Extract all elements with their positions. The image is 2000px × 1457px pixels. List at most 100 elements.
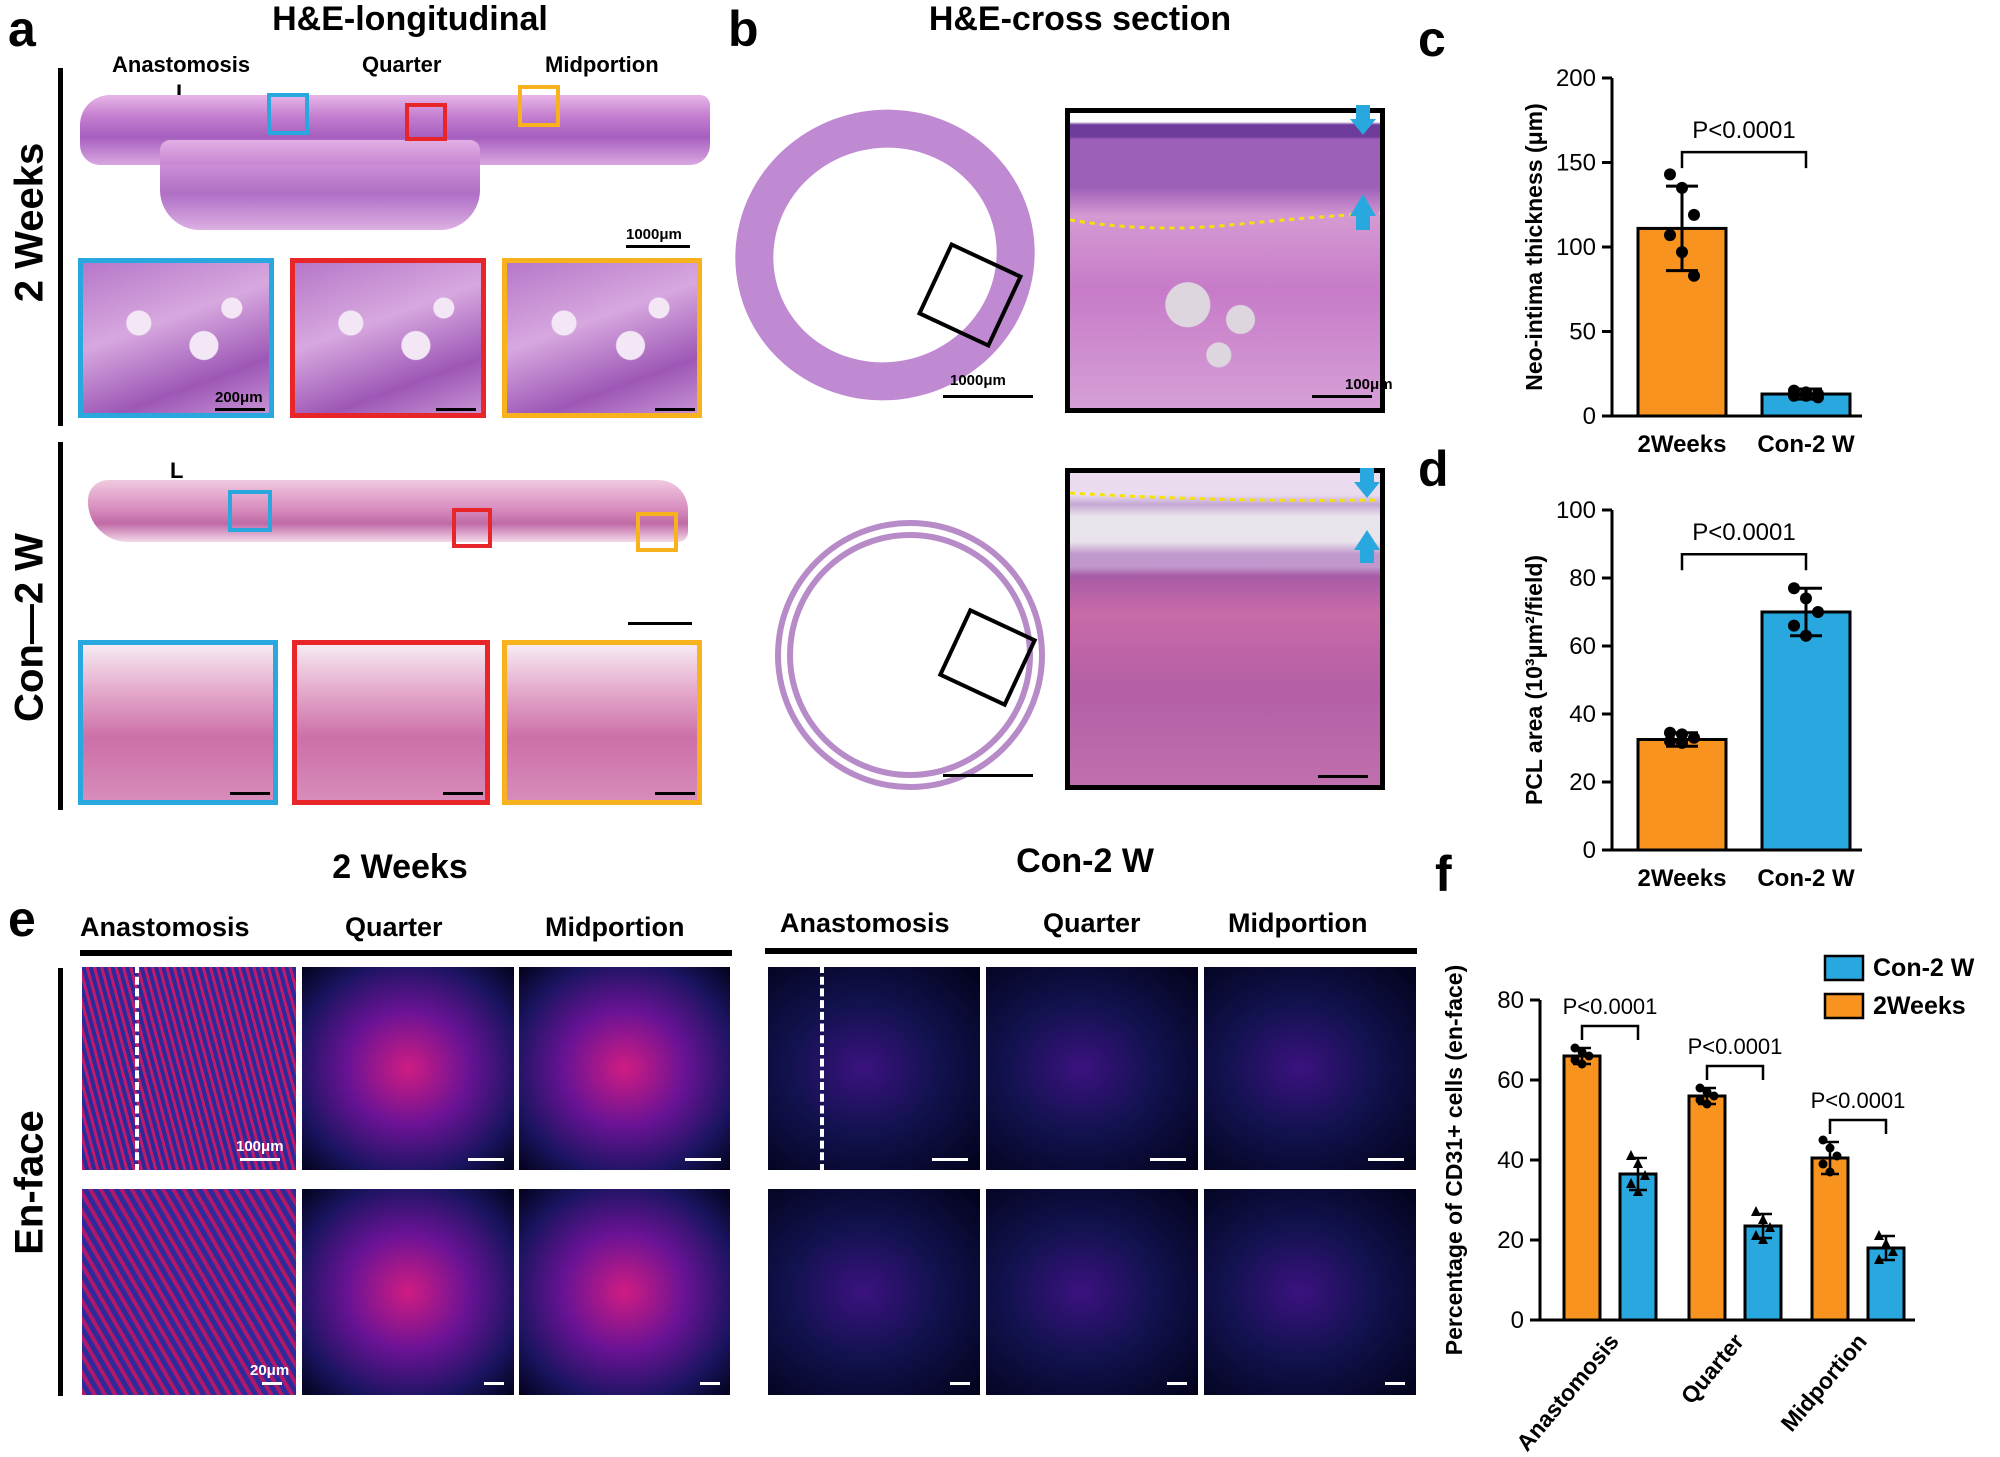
fluo-con2w-midportion: [1202, 965, 1418, 1172]
enface-rule-2: [765, 948, 1417, 954]
scalebar-a2-text: 200μm: [215, 389, 263, 406]
y-tick-label: 0: [1511, 1307, 1524, 1334]
fluo-con2w-anastomosis-zoom: [766, 1187, 982, 1397]
data-point: [1812, 391, 1824, 404]
panel-d-letter: d: [1418, 441, 1449, 497]
data-point: [1874, 1254, 1884, 1264]
data-point: [1633, 1158, 1643, 1168]
p-value-label: P<0.0001: [1692, 519, 1795, 546]
scalebar-e1-text: 100μm: [236, 1138, 284, 1155]
data-point: [1695, 1083, 1705, 1093]
he-longitudinal-con2w: [88, 480, 688, 542]
bar-2Weeks-Quarter: [1687, 1094, 1727, 1322]
data-point: [1874, 1230, 1884, 1240]
data-point: [1577, 1047, 1587, 1057]
y-tick-label: 80: [1497, 987, 1524, 1014]
data-point: [1825, 1143, 1835, 1153]
label-midportion-a: Midportion: [545, 52, 659, 77]
data-point: [1676, 728, 1688, 741]
y-tick-label: 40: [1497, 1147, 1524, 1174]
data-point: [1702, 1087, 1712, 1097]
data-point: [1664, 735, 1676, 748]
significance-bracket: [1580, 1024, 1640, 1040]
panel-f-letter: f: [1435, 846, 1452, 902]
x-tick-label: 2Weeks: [1638, 865, 1727, 890]
y-tick-label: 100: [1556, 234, 1596, 261]
bar-Con-2 W: [1760, 610, 1852, 852]
scalebar-e6: [700, 1382, 720, 1385]
y-tick-label: 150: [1556, 150, 1596, 177]
data-point: [1688, 731, 1700, 744]
panel-c-letter: c: [1418, 11, 1446, 67]
zoom-red-con2w: [292, 640, 490, 805]
scalebar-b2-text: 100μm: [1345, 376, 1393, 393]
scalebar-a6: [230, 792, 270, 795]
y-axis-label: Neo-intima thickness (μm): [1521, 103, 1547, 391]
chart-f-cd31: 0 20 40 60 80 Percentage of CD31+ cells (en-f…: [1441, 954, 1975, 1456]
fluo-2weeks-midportion-zoom: [517, 1187, 732, 1397]
data-point: [1881, 1238, 1891, 1248]
fluo-con2w-quarter: [984, 965, 1200, 1172]
zoom-cross-2weeks: [1065, 108, 1385, 413]
x-tick-label: Midportion: [1776, 1329, 1872, 1437]
bar-Con-2 W-Anastomosis: [1618, 1172, 1658, 1322]
fluo-con2w-quarter-zoom: [984, 1187, 1200, 1397]
chart-d-pcl-area: 0 20 40 60 80 100 PCL area (10³μm²/field) 2Week…: [1521, 497, 1862, 890]
data-point: [1688, 269, 1700, 282]
scalebar-b2: [1312, 395, 1372, 398]
significance-bracket: [1705, 1064, 1765, 1080]
scalebar-a7: [443, 792, 483, 795]
scalebar-e4: [262, 1382, 282, 1385]
data-point: [1800, 629, 1812, 642]
scalebar-a3: [436, 408, 476, 411]
lumen-label-2: L: [170, 458, 184, 483]
data-point: [1664, 168, 1676, 181]
x-tick-label: Anastomosis: [1511, 1329, 1624, 1456]
enface-col-anastomosis-1: Anastomosis: [80, 912, 250, 942]
intima-boundary-line-1: [1070, 211, 1380, 230]
x-tick-label: Con-2 W: [1757, 865, 1855, 890]
significance-bracket: [1828, 1118, 1888, 1134]
data-point: [1664, 726, 1676, 739]
panel-a-letter: a: [8, 1, 36, 57]
roi-box-red-1: [405, 103, 447, 141]
scalebar-e12: [1385, 1382, 1405, 1385]
p-value-label: P<0.0001: [1692, 117, 1795, 144]
scalebar-b1: [943, 395, 1033, 398]
bar-2Weeks: [1636, 738, 1728, 852]
arrow-icon-pair-2: [1354, 468, 1380, 563]
data-point: [1633, 1186, 1643, 1196]
data-point: [1751, 1206, 1761, 1216]
y-tick-label: 0: [1583, 403, 1596, 430]
p-value-label: P<0.0001: [1811, 1088, 1906, 1113]
x-tick-label: Con-2 W: [1757, 431, 1855, 458]
arrow-icon-pair-1: [1350, 105, 1376, 230]
scalebar-e10: [950, 1382, 970, 1385]
data-point: [1751, 1230, 1761, 1240]
anastomosis-dashed-line-1: [135, 965, 139, 1172]
fluo-con2w-anastomosis: [766, 965, 982, 1172]
enface-col-quarter-2: Quarter: [1043, 908, 1141, 938]
y-tick-label: 20: [1497, 1227, 1524, 1254]
significance-bracket: [1680, 552, 1808, 571]
scalebar-e5: [484, 1382, 504, 1385]
panel-b-title: H&E-cross section: [928, 0, 1232, 38]
scalebar-a1: [626, 245, 690, 248]
zoom-red-2weeks: [290, 258, 486, 418]
y-tick-label: 50: [1569, 319, 1596, 346]
scalebar-a2: [215, 408, 265, 411]
legend-label: Con-2 W: [1873, 954, 1975, 982]
scalebar-a8: [655, 792, 695, 795]
enface-col-quarter-1: Quarter: [345, 912, 443, 942]
panel-e-letter: e: [8, 891, 36, 947]
data-point: [1570, 1043, 1580, 1053]
data-point: [1758, 1234, 1768, 1244]
enface-group-con2w: Con-2 W: [1016, 842, 1154, 880]
fluo-con2w-midportion-zoom: [1202, 1187, 1418, 1397]
y-tick-label: 100: [1556, 497, 1596, 524]
cross-section-2weeks: [702, 76, 1068, 434]
y-tick-label: 40: [1569, 701, 1596, 728]
zoom-yellow-2weeks: [502, 258, 702, 418]
data-point: [1812, 606, 1824, 618]
row-divider-con2w: [58, 442, 63, 810]
